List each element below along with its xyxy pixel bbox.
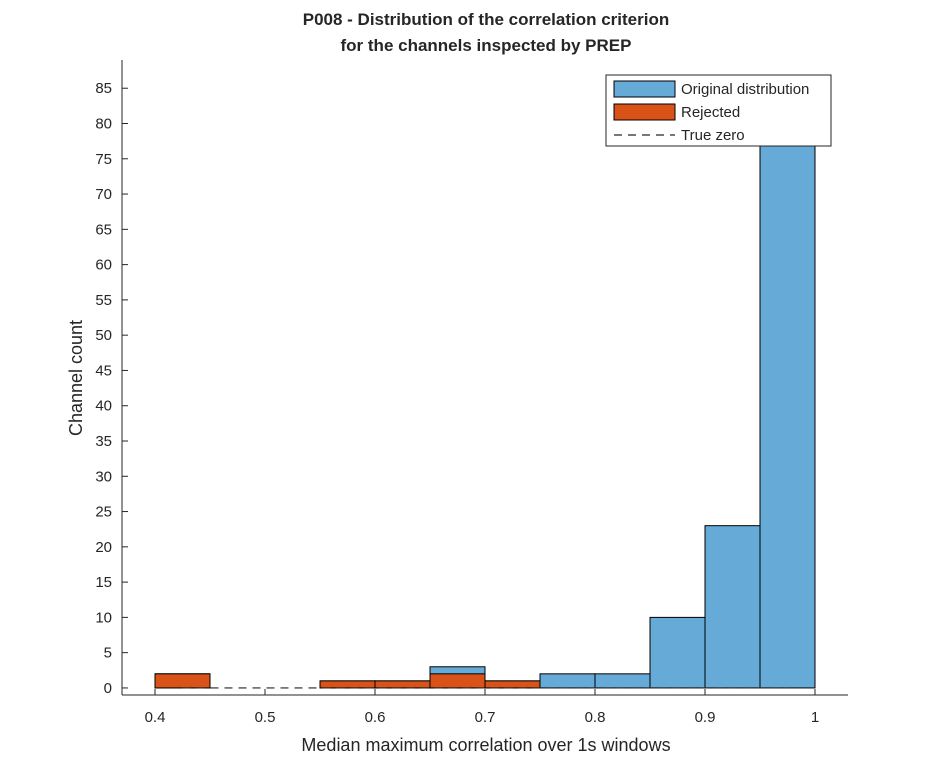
legend-label: Original distribution	[681, 81, 809, 98]
y-tick-label: 45	[95, 362, 112, 379]
rejected-bars	[154, 673, 541, 689]
rejected-bar	[484, 680, 541, 689]
y-tick-label: 60	[95, 257, 112, 274]
x-axis-ticks: 0.4 0.5 0.6 0.7 0.8 0.9 1	[145, 689, 819, 726]
chart-title-line-1: P008 - Distribution of the correlation c…	[303, 10, 670, 29]
x-tick-label: 0.9	[695, 709, 716, 726]
y-tick-label: 35	[95, 433, 112, 450]
y-tick-label: 80	[95, 116, 112, 133]
y-tick-label: 55	[95, 292, 112, 309]
y-tick-label: 25	[95, 504, 112, 521]
y-tick-label: 50	[95, 327, 112, 344]
y-axis-label: Channel count	[66, 320, 86, 436]
x-tick-label: 1	[811, 709, 819, 726]
original-bar	[759, 144, 816, 689]
y-tick-label: 40	[95, 398, 112, 415]
y-tick-label: 5	[104, 645, 112, 662]
x-tick-label: 0.8	[585, 709, 606, 726]
legend-label: True zero	[681, 127, 745, 144]
original-bar	[594, 673, 651, 689]
original-bar	[704, 525, 761, 689]
rejected-bar	[374, 680, 431, 689]
x-tick-label: 0.6	[365, 709, 386, 726]
y-tick-label: 0	[104, 680, 112, 697]
y-tick-label: 30	[95, 468, 112, 485]
y-axis-ticks: 0 5 10 15 20 25 30 35 40 45 50 55 60 65 70 75 80 85	[95, 80, 128, 697]
y-tick-label: 70	[95, 186, 112, 203]
rejected-bar	[319, 680, 376, 689]
y-tick-label: 65	[95, 221, 112, 238]
legend-swatch	[613, 103, 676, 121]
x-tick-label: 0.5	[255, 709, 276, 726]
x-axis-label: Median maximum correlation over 1s windo…	[301, 735, 670, 755]
y-tick-label: 75	[95, 151, 112, 168]
original-bar	[649, 616, 706, 689]
y-tick-label: 15	[95, 574, 112, 591]
y-tick-label: 20	[95, 539, 112, 556]
rejected-bar	[154, 673, 211, 689]
legend-swatch	[613, 80, 676, 98]
y-tick-label: 85	[95, 80, 112, 97]
x-tick-label: 0.4	[145, 709, 166, 726]
legend: Original distribution Rejected True zero	[605, 74, 832, 147]
x-tick-label: 0.7	[475, 709, 496, 726]
original-bar	[539, 673, 596, 689]
legend-label: Rejected	[681, 104, 740, 121]
chart-title-line-2: for the channels inspected by PREP	[341, 36, 632, 55]
y-tick-label: 10	[95, 609, 112, 626]
rejected-bar	[429, 673, 486, 689]
